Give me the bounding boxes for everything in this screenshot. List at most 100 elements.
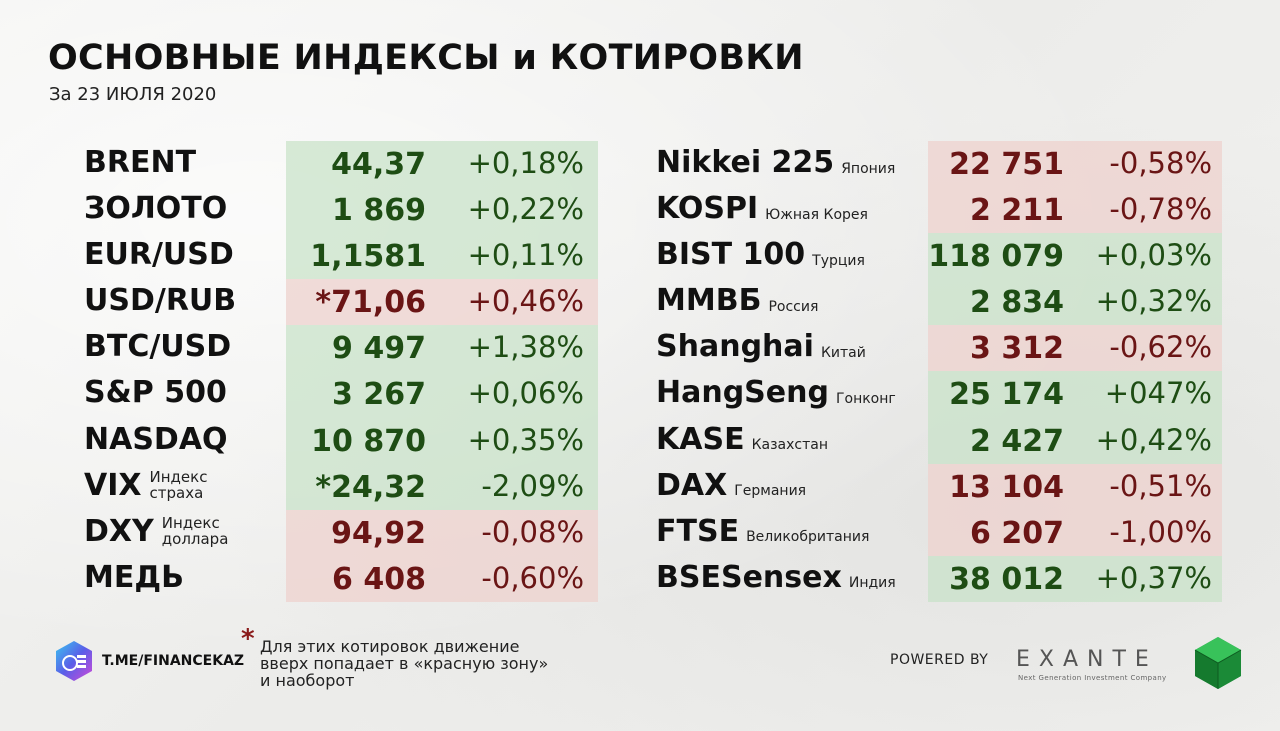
- instrument-name: S&P 500: [84, 375, 227, 411]
- instrument-value: 94,92: [331, 515, 426, 551]
- page-subtitle: За 23 ИЮЛЯ 2020: [49, 84, 217, 105]
- table-row: USD/RUB *71,06 +0,46%: [84, 279, 598, 326]
- instrument-value: 9 497: [332, 331, 426, 367]
- table-row: KASE Казахстан 2 427 +0,42%: [656, 417, 1222, 464]
- row-highlight: [928, 509, 1222, 556]
- row-highlight: [928, 463, 1222, 510]
- instrument-change: +0,22%: [467, 192, 584, 227]
- index-value: 2 427: [970, 423, 1064, 459]
- index-change: +047%: [1104, 376, 1212, 411]
- instrument-name: ЗОЛОТО: [84, 191, 228, 227]
- row-highlight: [286, 509, 598, 556]
- indices-table: Nikkei 225 Япония 22 751 -0,58% KOSPI Южна…: [656, 141, 1222, 602]
- index-value: 2 834: [970, 285, 1064, 321]
- instrument-name: BRENT: [84, 145, 197, 180]
- instrument-change: +0,11%: [467, 238, 584, 273]
- index-change: -0,62%: [1109, 330, 1212, 365]
- channel-handle: T.ME/FINANCEKAZ: [102, 653, 245, 669]
- instrument-change: -0,08%: [481, 514, 584, 549]
- table-row: Shanghai Китай 3 312 -0,62%: [656, 325, 1222, 372]
- row-highlight: [286, 371, 598, 418]
- table-row: МЕДЬ 6 408 -0,60%: [84, 555, 598, 602]
- instrument-name: VIX Индекс страха: [84, 467, 208, 503]
- instrument-change: -0,60%: [481, 560, 584, 595]
- index-name: DAX Германия: [656, 467, 807, 503]
- index-country: Турция: [812, 252, 865, 269]
- instrument-value: 10 870: [311, 423, 426, 459]
- table-row: BRENT 44,37 +0,18%: [84, 141, 598, 188]
- index-name: Shanghai Китай: [656, 329, 866, 365]
- index-change: +0,32%: [1095, 284, 1212, 319]
- exante-wordmark: EXANTE: [1016, 647, 1158, 672]
- instrument-change: +0,18%: [467, 146, 584, 180]
- page-title: ОСНОВНЫЕ ИНДЕКСЫ и КОТИРОВКИ: [48, 38, 804, 78]
- row-highlight: [286, 463, 598, 510]
- index-name: BSESensex Индия: [656, 559, 896, 595]
- index-name: BIST 100 Турция: [656, 237, 865, 273]
- instrument-value: *71,06: [315, 285, 426, 321]
- index-change: -0,78%: [1109, 192, 1212, 227]
- instrument-change: -2,09%: [481, 468, 584, 503]
- index-change: +0,42%: [1095, 422, 1212, 457]
- instrument-value: 6 408: [332, 561, 426, 597]
- footnote-text: Для этих котировок движение вверх попада…: [260, 637, 549, 690]
- instrument-value: 3 267: [332, 377, 426, 413]
- instrument-name: NASDAQ: [84, 421, 228, 457]
- instrument-name: EUR/USD: [84, 237, 234, 273]
- index-value: 6 207: [970, 515, 1064, 551]
- index-name: HangSeng Гонконг: [656, 375, 896, 411]
- index-country: Гонконг: [835, 390, 896, 407]
- row-highlight: [928, 187, 1222, 234]
- footnote-asterisk: *: [241, 624, 255, 654]
- table-row: DXY Индекс доллара 94,92 -0,08%: [84, 509, 598, 556]
- index-value: 38 012: [949, 561, 1064, 597]
- instrument-change: +0,06%: [467, 376, 584, 411]
- table-row: EUR/USD 1,1581 +0,11%: [84, 233, 598, 280]
- index-name: ММВБ Россия: [656, 283, 819, 319]
- table-row: BTC/USD 9 497 +1,38%: [84, 325, 598, 372]
- row-highlight: [928, 279, 1222, 326]
- row-highlight: [286, 555, 598, 602]
- row-highlight: [928, 417, 1222, 464]
- row-highlight: [286, 233, 598, 280]
- index-name: KASE Казахстан: [656, 421, 828, 457]
- index-value: 22 751: [949, 147, 1064, 182]
- channel-link[interactable]: T.ME/FINANCEKAZ: [52, 639, 244, 683]
- table-row: S&P 500 3 267 +0,06%: [84, 371, 598, 418]
- index-change: +0,37%: [1095, 560, 1212, 595]
- table-row: VIX Индекс страха *24,32 -2,09%: [84, 463, 598, 510]
- index-value: 13 104: [949, 469, 1064, 505]
- index-change: -0,58%: [1109, 146, 1212, 180]
- index-name: FTSE Великобритания: [656, 513, 870, 549]
- index-change: -1,00%: [1109, 514, 1212, 549]
- index-country: Индия: [848, 575, 896, 592]
- row-highlight: [286, 417, 598, 464]
- index-value: 3 312: [970, 331, 1064, 367]
- index-change: -0,51%: [1109, 468, 1212, 503]
- instrument-value: *24,32: [315, 469, 426, 505]
- row-highlight: [286, 187, 598, 234]
- table-row: BIST 100 Турция 118 079 +0,03%: [656, 233, 1222, 280]
- index-value: 25 174: [949, 377, 1064, 413]
- row-highlight: [928, 141, 1222, 188]
- table-row: FTSE Великобритания 6 207 -1,00%: [656, 509, 1222, 556]
- row-highlight: [928, 233, 1222, 280]
- powered-by-label: POWERED BY: [890, 652, 989, 668]
- instrument-value: 1,1581: [310, 239, 426, 275]
- instrument-name: BTC/USD: [84, 329, 232, 365]
- table-row: HangSeng Гонконг 25 174 +047%: [656, 371, 1222, 418]
- index-change: +0,03%: [1095, 238, 1212, 273]
- table-row: NASDAQ 10 870 +0,35%: [84, 417, 598, 464]
- instrument-change: +1,38%: [467, 330, 584, 365]
- instrument-change: +0,35%: [467, 422, 584, 457]
- table-row: ММВБ Россия 2 834 +0,32%: [656, 279, 1222, 326]
- row-highlight: [928, 371, 1222, 418]
- table-row: DAX Германия 13 104 -0,51%: [656, 463, 1222, 510]
- index-value: 2 211: [970, 193, 1064, 229]
- table-row: BSESensex Индия 38 012 +0,37%: [656, 555, 1222, 602]
- row-highlight: [286, 279, 598, 326]
- index-country: Китай: [820, 344, 866, 361]
- row-highlight: [286, 141, 598, 188]
- commodities-table: BRENT 44,37 +0,18% ЗОЛОТО 1 869 +0,22% E…: [84, 141, 598, 602]
- row-highlight: [928, 325, 1222, 372]
